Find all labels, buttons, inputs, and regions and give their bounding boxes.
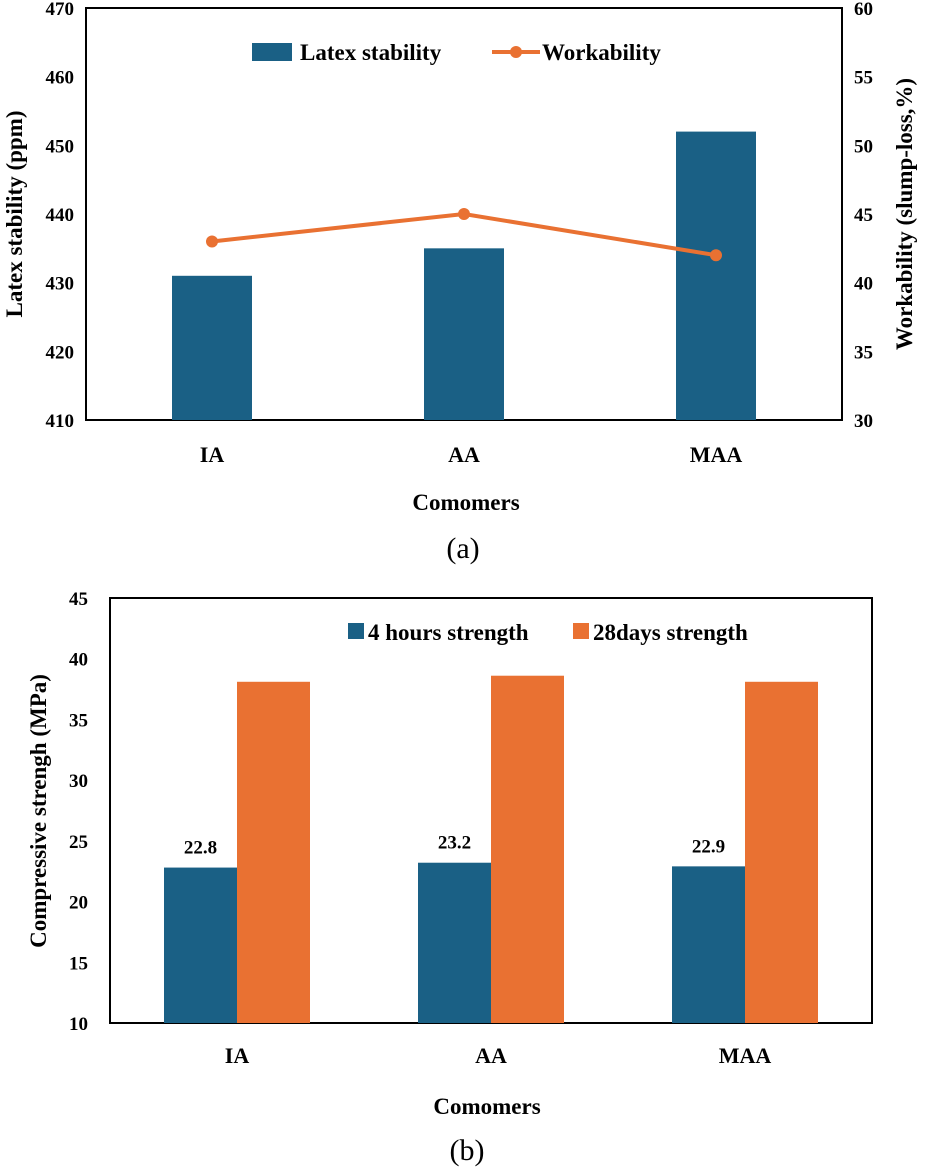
chart-a-category-maa: MAA <box>690 442 743 467</box>
chart-a-bars <box>172 131 756 420</box>
chart-a-right-axis-ticks: 30 35 40 45 50 55 60 <box>854 0 873 432</box>
bar-4-hours-strength-aa <box>418 862 491 1023</box>
chart-a-ytick-430: 430 <box>46 274 75 295</box>
chart-a-category-labels: IA AA MAA <box>200 442 743 467</box>
chart-b-ytick-45: 45 <box>69 589 88 610</box>
data-label-4-hours-strength-aa: 23.2 <box>438 833 471 854</box>
bar-28days-strength-maa <box>745 681 818 1023</box>
chart-b-ytick-35: 35 <box>69 710 88 731</box>
chart-b-legend: 4 hours strength 28days strength <box>348 620 748 645</box>
chart-a-y2tick-30: 30 <box>854 411 873 432</box>
data-label-4-hours-strength-maa: 22.9 <box>692 836 725 857</box>
chart-b-axis-ticks: 10 15 20 25 30 35 40 45 <box>69 589 88 1035</box>
bar-latex-stability-maa <box>676 131 756 420</box>
chart-b-category-ia: IA <box>225 1043 250 1068</box>
chart-a-line <box>206 208 722 262</box>
chart-b-ytick-20: 20 <box>69 893 88 914</box>
chart-a-y2tick-55: 55 <box>854 68 873 89</box>
chart-b-ylabel: Compressive strengh (MPa) <box>26 674 51 948</box>
chart-a-y2tick-60: 60 <box>854 0 873 20</box>
legend-label-4-hours: 4 hours strength <box>368 620 529 645</box>
chart-a-ytick-470: 470 <box>46 0 75 20</box>
chart-b-ytick-25: 25 <box>69 832 88 853</box>
chart-b-xlabel: Comomers <box>433 1094 540 1119</box>
chart-b-bars <box>164 675 818 1023</box>
chart-a-ytick-440: 440 <box>46 205 75 226</box>
chart-b-ytick-30: 30 <box>69 771 88 792</box>
chart-a-y2tick-50: 50 <box>854 136 873 157</box>
legend-label-28-days: 28days strength <box>593 620 748 645</box>
chart-a-y2tick-40: 40 <box>854 274 873 295</box>
bar-4-hours-strength-ia <box>164 867 237 1023</box>
bar-28days-strength-aa <box>491 675 564 1023</box>
chart-a-y2tick-45: 45 <box>854 205 873 226</box>
chart-b-ytick-10: 10 <box>69 1014 88 1035</box>
chart-a-category-ia: IA <box>200 442 225 467</box>
chart-a-ylabel: Latex stability (ppm) <box>2 111 27 318</box>
chart-a-ytick-460: 460 <box>46 68 75 89</box>
data-label-4-hours-strength-ia: 22.8 <box>184 838 217 859</box>
chart-b-data-labels: 22.8 23.2 22.9 <box>184 833 725 859</box>
chart-b-category-labels: IA AA MAA <box>225 1043 772 1068</box>
chart-a-y2tick-35: 35 <box>854 342 873 363</box>
chart-b-ytick-15: 15 <box>69 953 88 974</box>
legend-swatch-28-days <box>573 623 589 639</box>
chart-b: 10 15 20 25 30 35 40 45 22.8 23.2 22.9 IA AA MAA Co… <box>26 589 873 1167</box>
chart-a-legend: Latex stability Workability <box>252 40 661 65</box>
chart-a-ytick-450: 450 <box>46 136 75 157</box>
bar-4-hours-strength-maa <box>672 866 745 1023</box>
chart-a-y2label: Workability (slump-loss,%) <box>892 78 917 350</box>
legend-label-latex-stability: Latex stability <box>300 40 442 65</box>
bar-28days-strength-ia <box>237 681 310 1023</box>
legend-label-workability: Workability <box>542 40 661 65</box>
bar-latex-stability-ia <box>172 275 252 420</box>
point-workability-aa <box>458 208 470 220</box>
chart-a-ytick-420: 420 <box>46 342 75 363</box>
point-workability-ia <box>206 235 218 248</box>
chart-a-caption: (a) <box>446 532 479 565</box>
chart-b-category-aa: AA <box>475 1043 507 1068</box>
legend-marker-workability <box>510 46 522 58</box>
chart-a-xlabel: Comomers <box>412 490 519 515</box>
chart-b-caption: (b) <box>450 1134 485 1167</box>
chart-a: 410 420 430 440 450 460 470 30 35 40 45 50 55 60 IA A… <box>2 0 917 565</box>
chart-b-ytick-40: 40 <box>69 650 88 671</box>
point-workability-maa <box>710 249 722 262</box>
chart-b-category-maa: MAA <box>719 1043 772 1068</box>
legend-swatch-4-hours <box>348 623 364 639</box>
chart-a-ytick-410: 410 <box>46 411 75 432</box>
chart-a-left-axis-ticks: 410 420 430 440 450 460 470 <box>46 0 75 432</box>
chart-a-category-aa: AA <box>448 442 480 467</box>
bar-latex-stability-aa <box>424 248 504 420</box>
legend-swatch-latex-stability <box>252 43 292 61</box>
